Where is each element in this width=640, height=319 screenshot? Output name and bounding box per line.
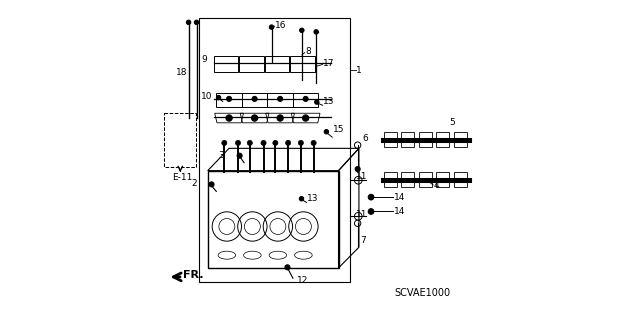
- Text: 13: 13: [323, 97, 335, 106]
- Circle shape: [300, 28, 304, 33]
- Text: 14: 14: [394, 193, 406, 202]
- Circle shape: [311, 140, 316, 145]
- Circle shape: [226, 115, 232, 121]
- Text: 11: 11: [356, 210, 367, 219]
- Circle shape: [315, 100, 319, 104]
- Circle shape: [303, 115, 309, 121]
- Circle shape: [314, 30, 319, 34]
- Circle shape: [285, 140, 291, 145]
- Circle shape: [273, 140, 278, 145]
- Text: 16: 16: [275, 21, 287, 30]
- Circle shape: [186, 20, 191, 25]
- Text: SCVAE1000: SCVAE1000: [394, 288, 450, 299]
- Circle shape: [300, 197, 304, 201]
- Text: FR.: FR.: [184, 270, 204, 280]
- Circle shape: [285, 265, 290, 270]
- Text: 18: 18: [176, 68, 188, 77]
- Circle shape: [247, 140, 252, 145]
- Text: 15: 15: [333, 125, 345, 134]
- Text: 14: 14: [394, 207, 406, 216]
- Text: 11: 11: [356, 172, 367, 181]
- Circle shape: [368, 209, 374, 214]
- Circle shape: [368, 194, 374, 200]
- Circle shape: [209, 182, 214, 187]
- Text: 3: 3: [218, 151, 223, 160]
- Circle shape: [237, 153, 242, 158]
- Circle shape: [252, 96, 257, 101]
- Circle shape: [216, 95, 221, 100]
- Circle shape: [221, 140, 227, 145]
- Circle shape: [227, 96, 232, 101]
- Circle shape: [324, 130, 328, 134]
- Circle shape: [261, 140, 266, 145]
- Circle shape: [298, 140, 303, 145]
- Circle shape: [252, 115, 258, 121]
- Circle shape: [269, 25, 274, 29]
- Text: 9: 9: [202, 56, 207, 64]
- Circle shape: [195, 20, 199, 25]
- Circle shape: [303, 96, 308, 101]
- Circle shape: [355, 167, 360, 172]
- Text: 5: 5: [449, 118, 455, 127]
- Text: 6: 6: [363, 134, 369, 143]
- Circle shape: [278, 96, 283, 101]
- Circle shape: [236, 140, 241, 145]
- Circle shape: [277, 115, 284, 121]
- Text: E-11: E-11: [172, 173, 192, 182]
- Text: 1: 1: [356, 66, 362, 75]
- Text: 12: 12: [297, 276, 308, 285]
- Text: 8: 8: [305, 48, 311, 56]
- Text: 4: 4: [434, 181, 440, 189]
- Text: 2: 2: [191, 179, 197, 188]
- Text: 13: 13: [307, 194, 319, 203]
- Text: 7: 7: [360, 236, 366, 245]
- Text: 10: 10: [201, 92, 212, 101]
- Text: 17: 17: [323, 59, 335, 68]
